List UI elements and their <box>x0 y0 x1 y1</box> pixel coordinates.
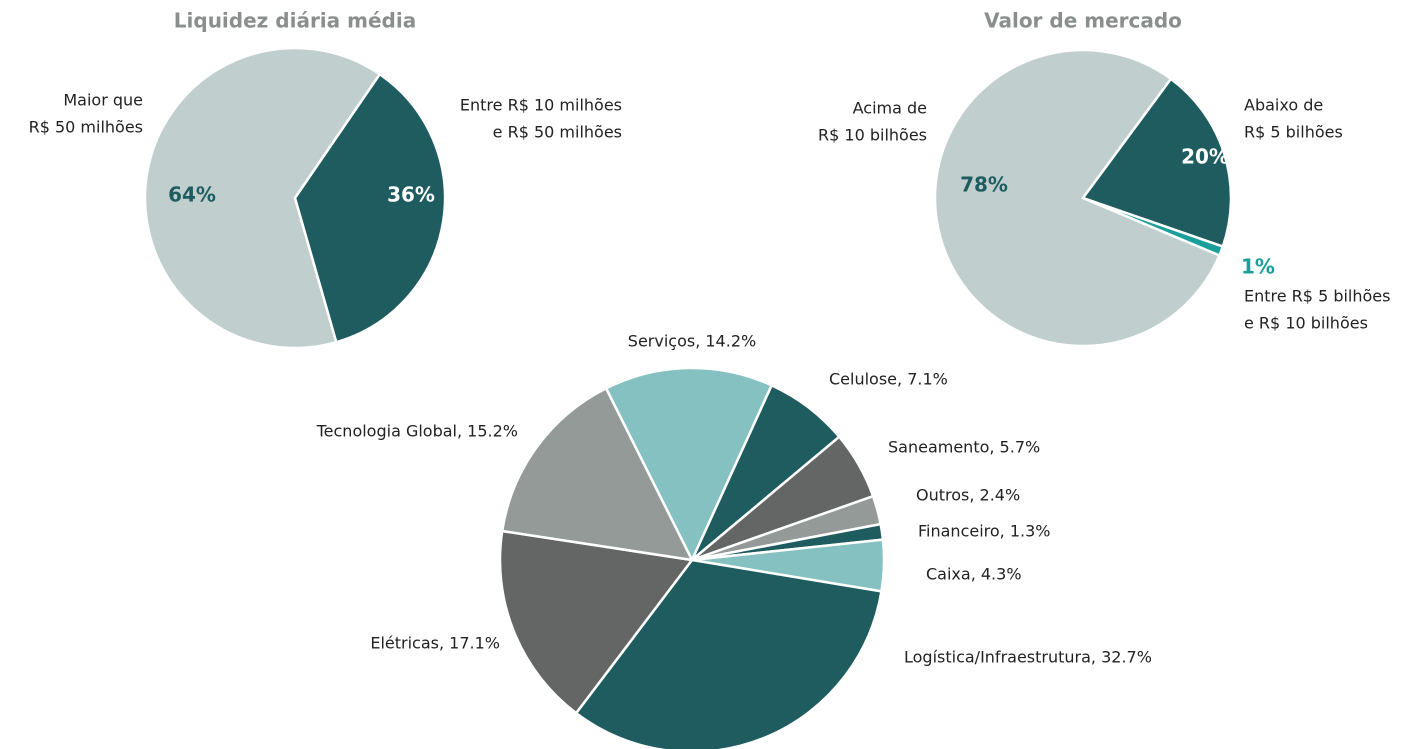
pie-slice <box>933 48 1221 348</box>
pie-slice <box>500 387 694 562</box>
slice-label: R$ 5 bilhões <box>1244 123 1343 142</box>
value-label: 64% <box>168 183 216 207</box>
value-label: 20% <box>1181 145 1229 169</box>
slice-label: e R$ 10 bilhões <box>1244 314 1368 333</box>
pie-slice <box>498 529 694 715</box>
value-label: 1% <box>1241 255 1275 279</box>
pie-slice <box>1081 77 1233 248</box>
slice-label: R$ 10 bilhões <box>818 126 927 145</box>
slice-label: R$ 50 milhões <box>29 118 143 137</box>
slice-label: Logística/Infraestrutura, 32.7% <box>904 648 1152 667</box>
pie-slice <box>574 558 883 749</box>
pie-slice <box>293 72 447 344</box>
slice-label: Tecnologia Global, 15.2% <box>316 422 518 441</box>
slice-label: Maior que <box>63 91 143 110</box>
slice-label: Entre R$ 5 bilhões <box>1244 287 1390 306</box>
slice-label: Saneamento, 5.7% <box>888 438 1040 457</box>
slice-label: Elétricas, 17.1% <box>370 634 500 653</box>
slice-label: Outros, 2.4% <box>916 486 1020 505</box>
chart-title: Liquidez diária média <box>174 9 416 33</box>
slice-label: e R$ 50 milhões <box>493 123 622 142</box>
slice-label: Caixa, 4.3% <box>926 565 1022 584</box>
chart-title: Valor de mercado <box>984 9 1182 33</box>
value-label: 78% <box>960 173 1008 197</box>
value-label: 36% <box>387 183 435 207</box>
slice-label: Serviços, 14.2% <box>628 332 756 351</box>
slice-label: Abaixo de <box>1244 96 1323 115</box>
slice-label: Celulose, 7.1% <box>829 370 948 389</box>
slice-label: Entre R$ 10 milhões <box>460 96 622 115</box>
pie-slice <box>604 366 773 562</box>
slice-label: Acima de <box>853 99 927 118</box>
pie-slice <box>143 46 381 350</box>
slice-label: Financeiro, 1.3% <box>918 522 1051 541</box>
pie-slice <box>1081 196 1225 257</box>
